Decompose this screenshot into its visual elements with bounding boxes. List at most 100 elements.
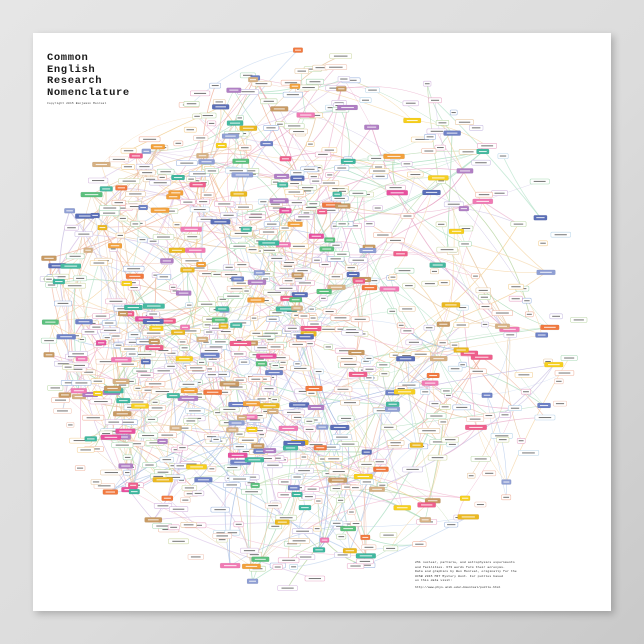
graph-node-word[interactable] <box>159 456 174 463</box>
graph-node-acronym[interactable] <box>177 395 199 402</box>
graph-node-word[interactable] <box>277 585 298 591</box>
graph-node-acronym[interactable] <box>291 305 303 311</box>
graph-node-word[interactable] <box>275 514 297 521</box>
graph-node-word[interactable] <box>554 370 575 376</box>
graph-node-acronym[interactable] <box>247 297 265 303</box>
graph-node-word[interactable] <box>372 205 383 211</box>
graph-node-acronym[interactable] <box>269 198 289 204</box>
graph-node-acronym[interactable] <box>227 452 248 458</box>
graph-node-acronym[interactable] <box>316 288 332 295</box>
graph-node-word[interactable] <box>210 506 230 513</box>
graph-node-acronym[interactable] <box>97 224 108 231</box>
graph-node-word[interactable] <box>288 199 306 206</box>
graph-node-word[interactable] <box>183 418 199 424</box>
graph-node-acronym[interactable] <box>360 534 371 541</box>
graph-node-word[interactable] <box>291 528 314 534</box>
graph-node-word[interactable] <box>261 385 277 392</box>
graph-node-word[interactable] <box>424 134 436 140</box>
graph-node-word[interactable] <box>173 463 187 469</box>
graph-node-word[interactable] <box>151 388 174 395</box>
graph-node-acronym[interactable] <box>125 273 144 279</box>
graph-node-acronym[interactable] <box>240 226 252 232</box>
graph-node-acronym[interactable] <box>180 387 198 394</box>
graph-node-acronym[interactable] <box>180 267 195 273</box>
graph-node-acronym[interactable] <box>273 173 290 180</box>
graph-node-word[interactable] <box>122 454 133 461</box>
graph-node-acronym[interactable] <box>90 212 100 219</box>
graph-node-acronym[interactable] <box>279 208 292 214</box>
graph-node-word[interactable] <box>168 538 189 545</box>
graph-node-acronym[interactable] <box>359 247 377 254</box>
graph-node-word[interactable] <box>407 171 424 178</box>
graph-node-acronym[interactable] <box>385 401 400 407</box>
graph-node-word[interactable] <box>449 109 458 116</box>
graph-node-acronym[interactable] <box>242 401 261 407</box>
graph-node-word[interactable] <box>270 396 279 403</box>
graph-node-word[interactable] <box>118 178 141 184</box>
graph-node-word[interactable] <box>167 524 180 531</box>
graph-node-acronym[interactable] <box>231 276 245 282</box>
graph-node-acronym[interactable] <box>458 205 470 212</box>
graph-node-acronym[interactable] <box>287 485 300 491</box>
graph-node-word[interactable] <box>365 87 380 93</box>
graph-node-acronym[interactable] <box>251 556 270 562</box>
graph-node-word[interactable] <box>157 174 167 181</box>
graph-node-acronym[interactable] <box>100 434 122 440</box>
graph-node-acronym[interactable] <box>262 447 277 454</box>
graph-node-word[interactable] <box>238 437 258 443</box>
graph-node-word[interactable] <box>178 381 199 388</box>
graph-node-acronym[interactable] <box>256 353 277 359</box>
graph-node-acronym[interactable] <box>196 336 209 343</box>
graph-node-word[interactable] <box>145 416 158 423</box>
graph-node-acronym[interactable] <box>184 247 206 253</box>
graph-node-acronym[interactable] <box>169 425 182 431</box>
graph-node-word[interactable] <box>334 165 350 171</box>
graph-node-word[interactable] <box>330 520 344 527</box>
graph-node-word[interactable] <box>156 274 171 280</box>
graph-node-word[interactable] <box>437 339 448 346</box>
graph-node-acronym[interactable] <box>70 388 87 394</box>
graph-node-word[interactable] <box>475 191 493 198</box>
graph-node-acronym[interactable] <box>180 324 191 330</box>
graph-node-word[interactable] <box>335 221 349 227</box>
graph-node-acronym[interactable] <box>379 286 400 292</box>
graph-node-acronym[interactable] <box>501 479 512 485</box>
graph-node-word[interactable] <box>275 285 297 292</box>
graph-node-acronym[interactable] <box>211 317 228 323</box>
graph-node-word[interactable] <box>508 295 523 302</box>
graph-node-acronym[interactable] <box>129 153 143 159</box>
graph-node-word[interactable] <box>330 315 351 321</box>
graph-node-word[interactable] <box>130 221 141 227</box>
graph-node-word[interactable] <box>340 399 361 406</box>
graph-node-acronym[interactable] <box>218 323 229 329</box>
graph-node-word[interactable] <box>82 414 105 421</box>
graph-node-acronym[interactable] <box>52 278 66 285</box>
graph-node-acronym[interactable] <box>232 158 250 164</box>
graph-node-word[interactable] <box>120 346 139 352</box>
graph-node-word[interactable] <box>319 295 328 302</box>
graph-node-word[interactable] <box>304 575 326 582</box>
graph-node-word[interactable] <box>312 257 322 263</box>
graph-node-word[interactable] <box>453 322 470 328</box>
graph-node-acronym[interactable] <box>417 502 436 508</box>
graph-node-word[interactable] <box>185 302 194 308</box>
graph-node-word[interactable] <box>364 355 374 362</box>
graph-node-word[interactable] <box>152 234 175 240</box>
graph-node-word[interactable] <box>248 376 264 382</box>
graph-node-word[interactable] <box>148 405 167 411</box>
graph-node-word[interactable] <box>121 164 135 170</box>
graph-node-acronym[interactable] <box>144 517 163 523</box>
graph-node-word[interactable] <box>385 184 406 191</box>
graph-node-word[interactable] <box>379 370 390 377</box>
graph-node-word[interactable] <box>183 233 201 240</box>
graph-node-word[interactable] <box>362 366 377 372</box>
graph-node-acronym[interactable] <box>355 553 376 559</box>
graph-node-word[interactable] <box>169 284 178 291</box>
graph-node-acronym[interactable] <box>393 251 408 257</box>
graph-node-acronym[interactable] <box>196 261 207 268</box>
graph-node-word[interactable] <box>336 497 345 504</box>
graph-node-acronym[interactable] <box>168 247 186 253</box>
graph-node-word[interactable] <box>455 119 474 125</box>
graph-node-acronym[interactable] <box>289 297 303 303</box>
graph-node-acronym[interactable] <box>115 185 128 191</box>
